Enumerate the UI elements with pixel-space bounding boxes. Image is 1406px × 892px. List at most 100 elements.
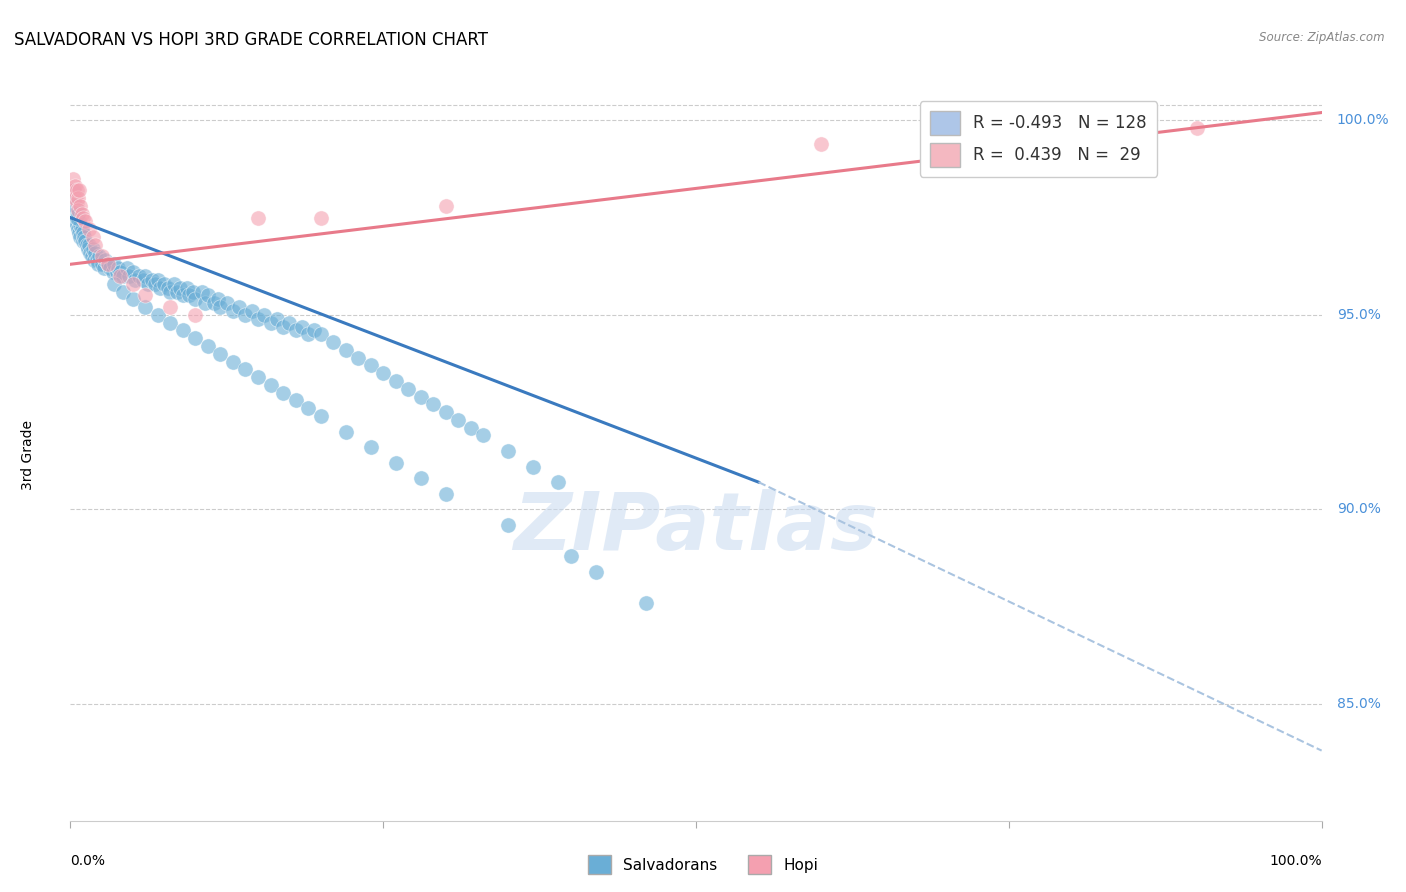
Point	[163, 277, 186, 291]
Point	[384, 374, 406, 388]
Point	[560, 549, 582, 563]
Point	[472, 428, 495, 442]
Point	[121, 293, 145, 307]
Point	[498, 444, 520, 458]
Point	[87, 250, 110, 264]
Point	[118, 268, 141, 283]
Point	[65, 183, 87, 197]
Point	[360, 440, 382, 454]
Point	[134, 268, 156, 283]
Point	[66, 191, 89, 205]
Point	[235, 362, 257, 376]
Point	[86, 253, 108, 268]
Point	[284, 323, 307, 337]
Point	[63, 194, 86, 209]
Point	[396, 382, 419, 396]
Point	[434, 405, 457, 419]
Point	[197, 288, 219, 302]
Text: 0.0%: 0.0%	[70, 854, 105, 868]
Point	[240, 304, 263, 318]
Point	[94, 253, 117, 268]
Point	[447, 413, 470, 427]
Point	[69, 219, 91, 233]
Point	[159, 316, 181, 330]
Text: 100.0%: 100.0%	[1270, 854, 1322, 868]
Point	[80, 250, 103, 264]
Point	[181, 285, 204, 299]
Point	[222, 354, 245, 368]
Point	[176, 280, 198, 294]
Point	[215, 296, 238, 310]
Point	[271, 319, 294, 334]
Text: ZIPatlas: ZIPatlas	[513, 489, 879, 567]
Point	[65, 202, 87, 217]
Point	[304, 323, 326, 337]
Point	[309, 327, 332, 342]
Point	[209, 300, 232, 314]
Point	[65, 219, 87, 233]
Point	[87, 257, 110, 271]
Point	[76, 237, 98, 252]
Point	[66, 202, 89, 217]
Point	[179, 288, 201, 302]
Point	[111, 285, 134, 299]
Point	[65, 191, 87, 205]
Legend: R = -0.493   N = 128, R =  0.439   N =  29: R = -0.493 N = 128, R = 0.439 N = 29	[920, 101, 1157, 177]
Point	[79, 245, 101, 260]
Point	[810, 136, 832, 151]
Point	[184, 331, 207, 345]
Point	[522, 459, 544, 474]
Point	[77, 237, 100, 252]
Point	[460, 420, 482, 434]
Point	[146, 308, 169, 322]
Text: 100.0%: 100.0%	[1337, 113, 1389, 128]
Point	[156, 280, 179, 294]
Point	[434, 487, 457, 501]
Point	[169, 280, 191, 294]
Point	[291, 319, 314, 334]
Point	[547, 475, 569, 490]
Point	[134, 288, 156, 302]
Point	[75, 234, 97, 248]
Point	[111, 268, 134, 283]
Point	[72, 211, 94, 225]
Point	[63, 183, 86, 197]
Point	[69, 230, 91, 244]
Point	[110, 268, 132, 283]
Point	[83, 253, 105, 268]
Point	[247, 311, 270, 326]
Point	[77, 222, 100, 236]
Point	[84, 237, 107, 252]
Point	[134, 300, 156, 314]
Point	[121, 277, 145, 291]
Point	[166, 285, 188, 299]
Point	[103, 257, 125, 271]
Point	[297, 327, 319, 342]
Point	[67, 214, 90, 228]
Text: SALVADORAN VS HOPI 3RD GRADE CORRELATION CHART: SALVADORAN VS HOPI 3RD GRADE CORRELATION…	[14, 31, 488, 49]
Point	[146, 273, 169, 287]
Text: 3rd Grade: 3rd Grade	[21, 420, 35, 490]
Point	[66, 222, 89, 236]
Point	[585, 565, 607, 579]
Point	[82, 242, 104, 256]
Text: 95.0%: 95.0%	[1337, 308, 1381, 322]
Point	[371, 366, 394, 380]
Point	[101, 265, 124, 279]
Point	[73, 230, 96, 244]
Point	[409, 471, 432, 485]
Point	[128, 268, 150, 283]
Point	[209, 347, 232, 361]
Point	[335, 343, 357, 357]
Point	[124, 273, 146, 287]
Point	[409, 390, 432, 404]
Point	[141, 273, 163, 287]
Point	[90, 257, 112, 271]
Point	[66, 211, 89, 225]
Point	[72, 234, 94, 248]
Point	[360, 359, 382, 373]
Text: 90.0%: 90.0%	[1337, 502, 1381, 516]
Point	[184, 293, 207, 307]
Point	[65, 194, 87, 209]
Point	[235, 308, 257, 322]
